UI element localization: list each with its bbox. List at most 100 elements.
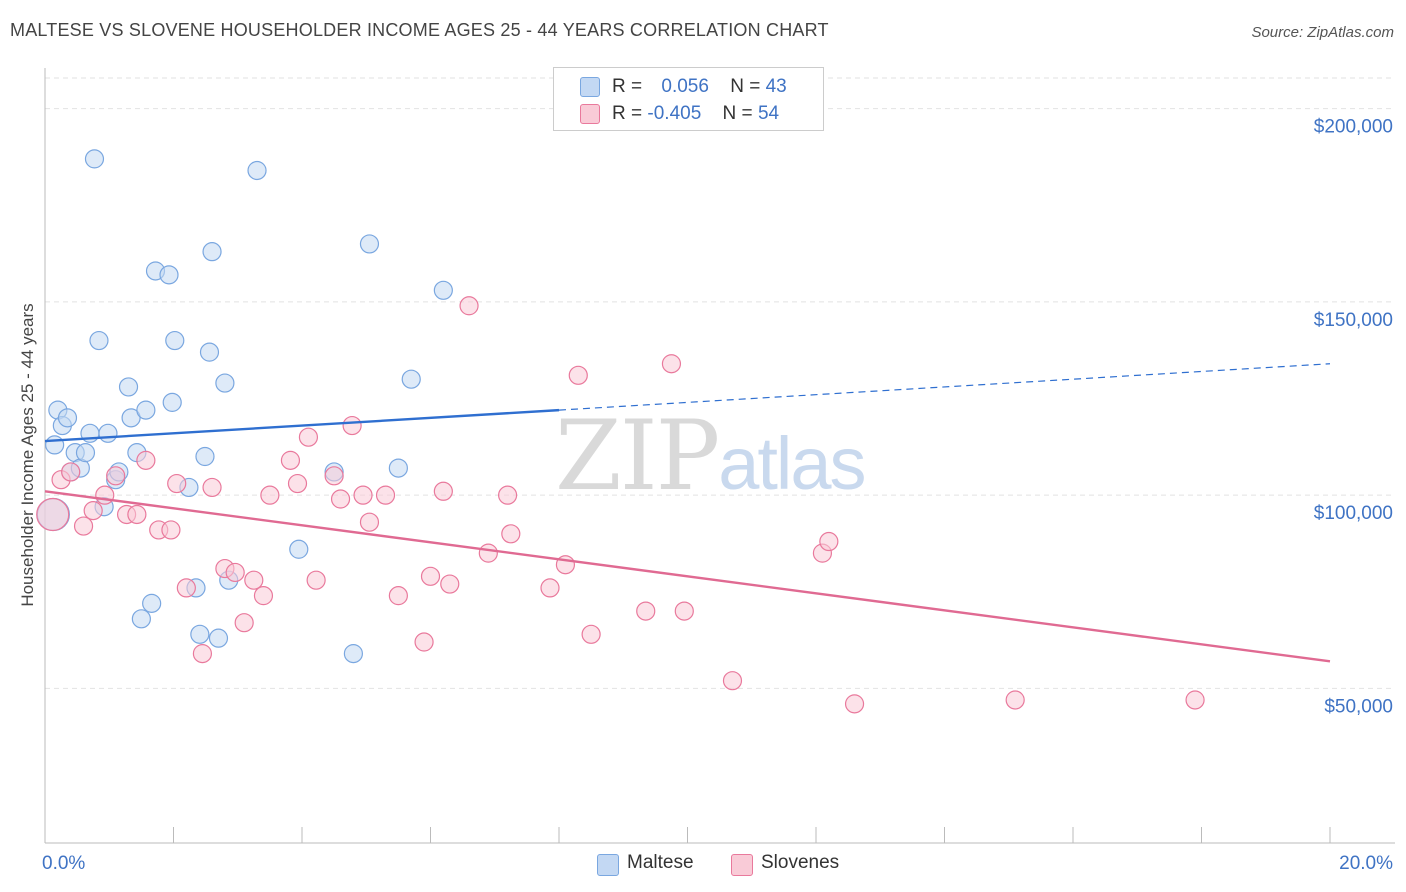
x-tick-label: 20.0% bbox=[1339, 853, 1393, 874]
data-point-slovenes bbox=[167, 473, 187, 494]
bottom-legend-swatch-slovenes bbox=[731, 854, 753, 876]
y-tick-label: $150,000 bbox=[1314, 310, 1393, 331]
data-point-slovenes bbox=[342, 415, 362, 436]
data-point-maltese bbox=[401, 369, 421, 389]
data-point-maltese bbox=[131, 609, 151, 629]
data-point-maltese bbox=[98, 423, 118, 443]
y-tick-label: $50,000 bbox=[1324, 696, 1393, 717]
data-point-maltese bbox=[159, 265, 179, 285]
data-point-slovenes bbox=[73, 516, 94, 536]
data-point-slovenes bbox=[674, 601, 694, 621]
data-point-slovenes bbox=[192, 644, 213, 664]
data-point-maltese bbox=[247, 160, 267, 181]
data-point-slovenes bbox=[244, 570, 264, 590]
data-point-maltese bbox=[190, 624, 210, 644]
data-point-slovenes bbox=[459, 296, 479, 316]
data-point-maltese bbox=[142, 593, 162, 613]
data-point-slovenes bbox=[106, 466, 126, 486]
correlation-legend: R = 0.056 N = 43 R = -0.405 N = 54 bbox=[553, 67, 824, 131]
bottom-legend-swatch-maltese bbox=[597, 854, 619, 876]
data-point-slovenes bbox=[136, 450, 156, 470]
data-point-slovenes bbox=[287, 473, 308, 494]
legend-r-label: R = bbox=[612, 103, 643, 124]
data-point-slovenes bbox=[234, 613, 254, 633]
data-point-slovenes bbox=[1185, 690, 1205, 710]
legend-r-value: 0.056 bbox=[661, 76, 709, 97]
data-point-slovenes bbox=[636, 601, 656, 621]
trend-line-extension-maltese bbox=[558, 363, 1331, 411]
data-point-slovenes bbox=[202, 477, 222, 498]
data-point-maltese bbox=[289, 539, 309, 559]
data-point-maltese bbox=[165, 330, 185, 351]
data-point-slovenes bbox=[83, 501, 103, 521]
data-point-slovenes bbox=[353, 485, 373, 505]
source-label: Source: ZipAtlas.com bbox=[1251, 24, 1394, 41]
data-point-maltese bbox=[75, 443, 96, 463]
data-point-slovenes bbox=[375, 485, 396, 505]
data-point-slovenes bbox=[359, 512, 380, 532]
data-point-slovenes bbox=[95, 485, 115, 505]
data-point-slovenes bbox=[324, 466, 344, 486]
data-point-slovenes bbox=[819, 531, 839, 552]
data-point-maltese bbox=[388, 458, 408, 478]
data-point-slovenes bbox=[36, 497, 70, 532]
data-point-slovenes bbox=[498, 485, 518, 505]
data-point-slovenes bbox=[225, 562, 245, 583]
data-point-maltese bbox=[57, 408, 78, 428]
data-point-maltese bbox=[118, 377, 139, 397]
data-point-slovenes bbox=[501, 524, 521, 544]
data-point-slovenes bbox=[540, 578, 560, 598]
legend-r-label: R = bbox=[612, 76, 643, 97]
data-point-maltese bbox=[84, 149, 105, 169]
legend-n-label: N = bbox=[730, 76, 761, 97]
data-point-maltese bbox=[195, 446, 215, 467]
data-point-slovenes bbox=[433, 481, 453, 501]
trend-line-slovenes bbox=[44, 490, 1331, 663]
data-point-maltese bbox=[215, 373, 235, 393]
y-tick-label: $100,000 bbox=[1314, 503, 1393, 524]
data-point-slovenes bbox=[127, 504, 147, 525]
data-point-slovenes bbox=[478, 543, 498, 563]
data-point-slovenes bbox=[722, 671, 743, 691]
data-point-maltese bbox=[199, 342, 220, 362]
legend-r-value: -0.405 bbox=[647, 103, 702, 124]
data-point-slovenes bbox=[1005, 690, 1025, 710]
trend-line-maltese bbox=[44, 408, 560, 443]
data-point-slovenes bbox=[420, 566, 441, 586]
y-axis-label: Householder Income Ages 25 - 44 years bbox=[18, 303, 37, 607]
watermark-zip: ZIP bbox=[555, 400, 720, 512]
data-point-slovenes bbox=[330, 489, 351, 509]
legend-n-label: N = bbox=[722, 103, 753, 124]
data-point-maltese bbox=[359, 234, 380, 254]
data-point-slovenes bbox=[280, 450, 301, 470]
data-point-slovenes bbox=[61, 462, 81, 482]
watermark: ZIPatlas bbox=[555, 400, 867, 512]
data-point-slovenes bbox=[844, 694, 865, 714]
bottom-legend-label-maltese: Maltese bbox=[627, 852, 694, 873]
chart-title: MALTESE VS SLOVENE HOUSEHOLDER INCOME AG… bbox=[10, 20, 829, 40]
data-point-slovenes bbox=[568, 365, 588, 385]
legend-n-value: 43 bbox=[765, 76, 787, 97]
legend-swatch-slovenes bbox=[580, 104, 600, 124]
data-point-slovenes bbox=[581, 624, 601, 644]
data-point-maltese bbox=[343, 644, 363, 664]
data-point-maltese bbox=[433, 280, 453, 300]
data-point-slovenes bbox=[176, 578, 196, 598]
data-point-maltese bbox=[121, 408, 141, 428]
data-point-slovenes bbox=[306, 570, 326, 590]
watermark-atlas: atlas bbox=[718, 422, 866, 505]
data-point-maltese bbox=[89, 330, 109, 351]
data-point-maltese bbox=[162, 392, 182, 412]
data-point-maltese bbox=[45, 435, 65, 455]
data-point-maltese bbox=[136, 400, 156, 420]
legend-swatch-maltese bbox=[580, 77, 600, 97]
x-tick-label: 0.0% bbox=[42, 853, 85, 874]
legend-n-value: 54 bbox=[757, 103, 780, 124]
data-point-maltese bbox=[202, 242, 222, 262]
data-point-slovenes bbox=[388, 586, 408, 606]
data-point-slovenes bbox=[161, 520, 181, 540]
data-point-slovenes bbox=[260, 485, 280, 505]
data-point-slovenes bbox=[298, 427, 319, 447]
y-tick-label: $200,000 bbox=[1314, 117, 1393, 138]
